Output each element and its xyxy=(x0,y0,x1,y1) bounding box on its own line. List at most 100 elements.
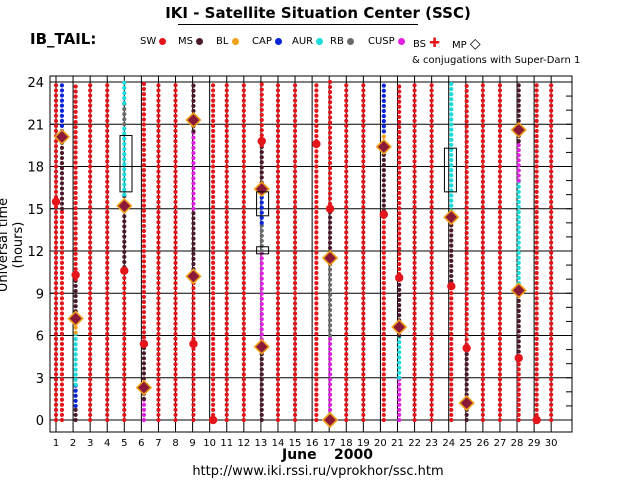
region-dot-sw xyxy=(210,240,216,245)
region-dot-sw xyxy=(156,306,161,311)
region-dot-sw xyxy=(105,93,110,98)
region-dot-sw xyxy=(210,144,216,149)
region-dot-sw xyxy=(141,112,147,117)
region-dot-aur xyxy=(516,225,521,230)
region-dot-sw xyxy=(275,407,281,412)
region-dot-sw xyxy=(88,179,93,184)
bs-crossing-mark xyxy=(532,415,541,425)
region-dot-sw xyxy=(292,204,298,210)
region-dot-sw xyxy=(156,108,161,113)
region-dot-sw xyxy=(361,341,366,347)
region-dot-sw xyxy=(88,144,93,149)
region-dot-rb xyxy=(122,106,127,112)
region-dot-sw xyxy=(59,341,65,347)
region-dot-cusp xyxy=(327,341,333,347)
region-dot-sw xyxy=(141,228,147,234)
region-dot-sw xyxy=(429,118,434,123)
region-dot-sw xyxy=(173,220,178,225)
region-dot-sw xyxy=(361,311,366,316)
x-tick-label: 19 xyxy=(357,438,370,449)
region-dot-sw xyxy=(141,193,147,198)
region-dot-sw xyxy=(344,144,349,149)
region-dot-sw xyxy=(241,402,246,407)
region-dot-sw xyxy=(412,108,417,113)
region-dot-sw xyxy=(156,346,161,352)
region-dot-sw xyxy=(344,321,349,326)
region-dot-sw xyxy=(464,104,469,109)
region-dot-sw xyxy=(210,235,216,240)
region-dot-sw xyxy=(361,250,366,255)
region-dot-sw xyxy=(210,351,216,357)
region-dot-sw xyxy=(327,191,333,196)
region-dot-ms xyxy=(122,219,127,224)
region-dot-ms xyxy=(59,166,65,171)
region-dot-sw xyxy=(241,108,246,113)
bs-crossing-mark xyxy=(257,136,266,146)
region-dot-sw xyxy=(412,255,417,260)
region-dot-ms xyxy=(397,313,402,318)
x-tick-label: 29 xyxy=(528,438,541,449)
region-dot-sw xyxy=(173,199,178,205)
region-dot-sw xyxy=(241,281,246,286)
region-dot-cusp xyxy=(259,286,264,291)
region-dot-sw xyxy=(53,397,59,402)
region-dot-aur xyxy=(449,107,454,112)
region-dot-sw xyxy=(361,88,366,93)
region-dot-sw xyxy=(344,301,349,306)
mp-crossing-mark xyxy=(116,197,133,215)
region-dot-ms xyxy=(397,333,402,338)
region-dot-ms xyxy=(516,334,521,339)
region-dot-sw xyxy=(105,296,110,301)
region-dot-sw xyxy=(191,362,196,367)
region-dot-sw xyxy=(122,351,127,357)
region-dot-cap xyxy=(73,398,78,403)
region-dot-sw xyxy=(210,275,216,281)
region-dot-sw xyxy=(173,296,178,301)
legend-label: CAP xyxy=(252,36,276,47)
region-dot-sw xyxy=(497,174,503,179)
region-dot-sw xyxy=(480,382,485,387)
region-dot-sw xyxy=(53,159,59,164)
region-dot-sw xyxy=(141,92,147,97)
conjugation-box xyxy=(256,246,270,255)
region-dot-sw xyxy=(224,265,229,270)
region-dot-sw xyxy=(173,306,178,311)
region-dot-cap xyxy=(381,124,386,129)
region-dot-sw xyxy=(397,170,402,175)
region-dot-rb xyxy=(327,282,333,287)
region-dot-sw xyxy=(534,220,539,225)
region-dot-rb xyxy=(259,228,264,233)
region-dot-aur xyxy=(449,92,454,97)
region-dot-sw xyxy=(344,281,349,286)
region-dot-sw xyxy=(549,377,554,382)
region-dot-sw xyxy=(88,362,93,367)
region-dot-sw xyxy=(534,372,539,377)
region-dot-sw xyxy=(480,128,485,134)
region-dot-sw xyxy=(361,265,366,270)
region-dot-ms xyxy=(141,376,147,381)
bs-crossing-mark xyxy=(120,266,129,275)
region-dot-ms xyxy=(59,176,65,181)
region-dot-sw xyxy=(292,159,298,164)
region-dot-aur xyxy=(449,81,454,87)
region-dot-sw xyxy=(344,397,349,402)
region-dot-ms xyxy=(259,372,264,377)
region-dot-sw xyxy=(156,118,161,123)
region-dot-sw xyxy=(156,220,161,225)
region-dot-sw xyxy=(88,336,93,341)
region-dot-sw xyxy=(173,184,178,189)
region-dot-sw xyxy=(105,118,110,123)
region-dot-sw xyxy=(344,210,349,215)
region-dot-ms xyxy=(191,216,196,221)
region-dot-sw xyxy=(429,220,434,225)
region-dot-sw xyxy=(480,412,485,418)
region-dot-sw xyxy=(88,260,93,265)
region-dot-sw xyxy=(534,255,539,260)
region-dot-sw xyxy=(497,291,503,296)
source-url[interactable]: http://www.iki.rssi.ru/vprokhor/ssc.htm xyxy=(192,464,444,479)
region-dot-sw xyxy=(275,296,281,301)
region-dot-sw xyxy=(241,387,246,392)
region-dot-sw xyxy=(412,275,417,281)
region-dot-rb xyxy=(259,248,264,254)
region-dot-sw xyxy=(241,215,246,220)
